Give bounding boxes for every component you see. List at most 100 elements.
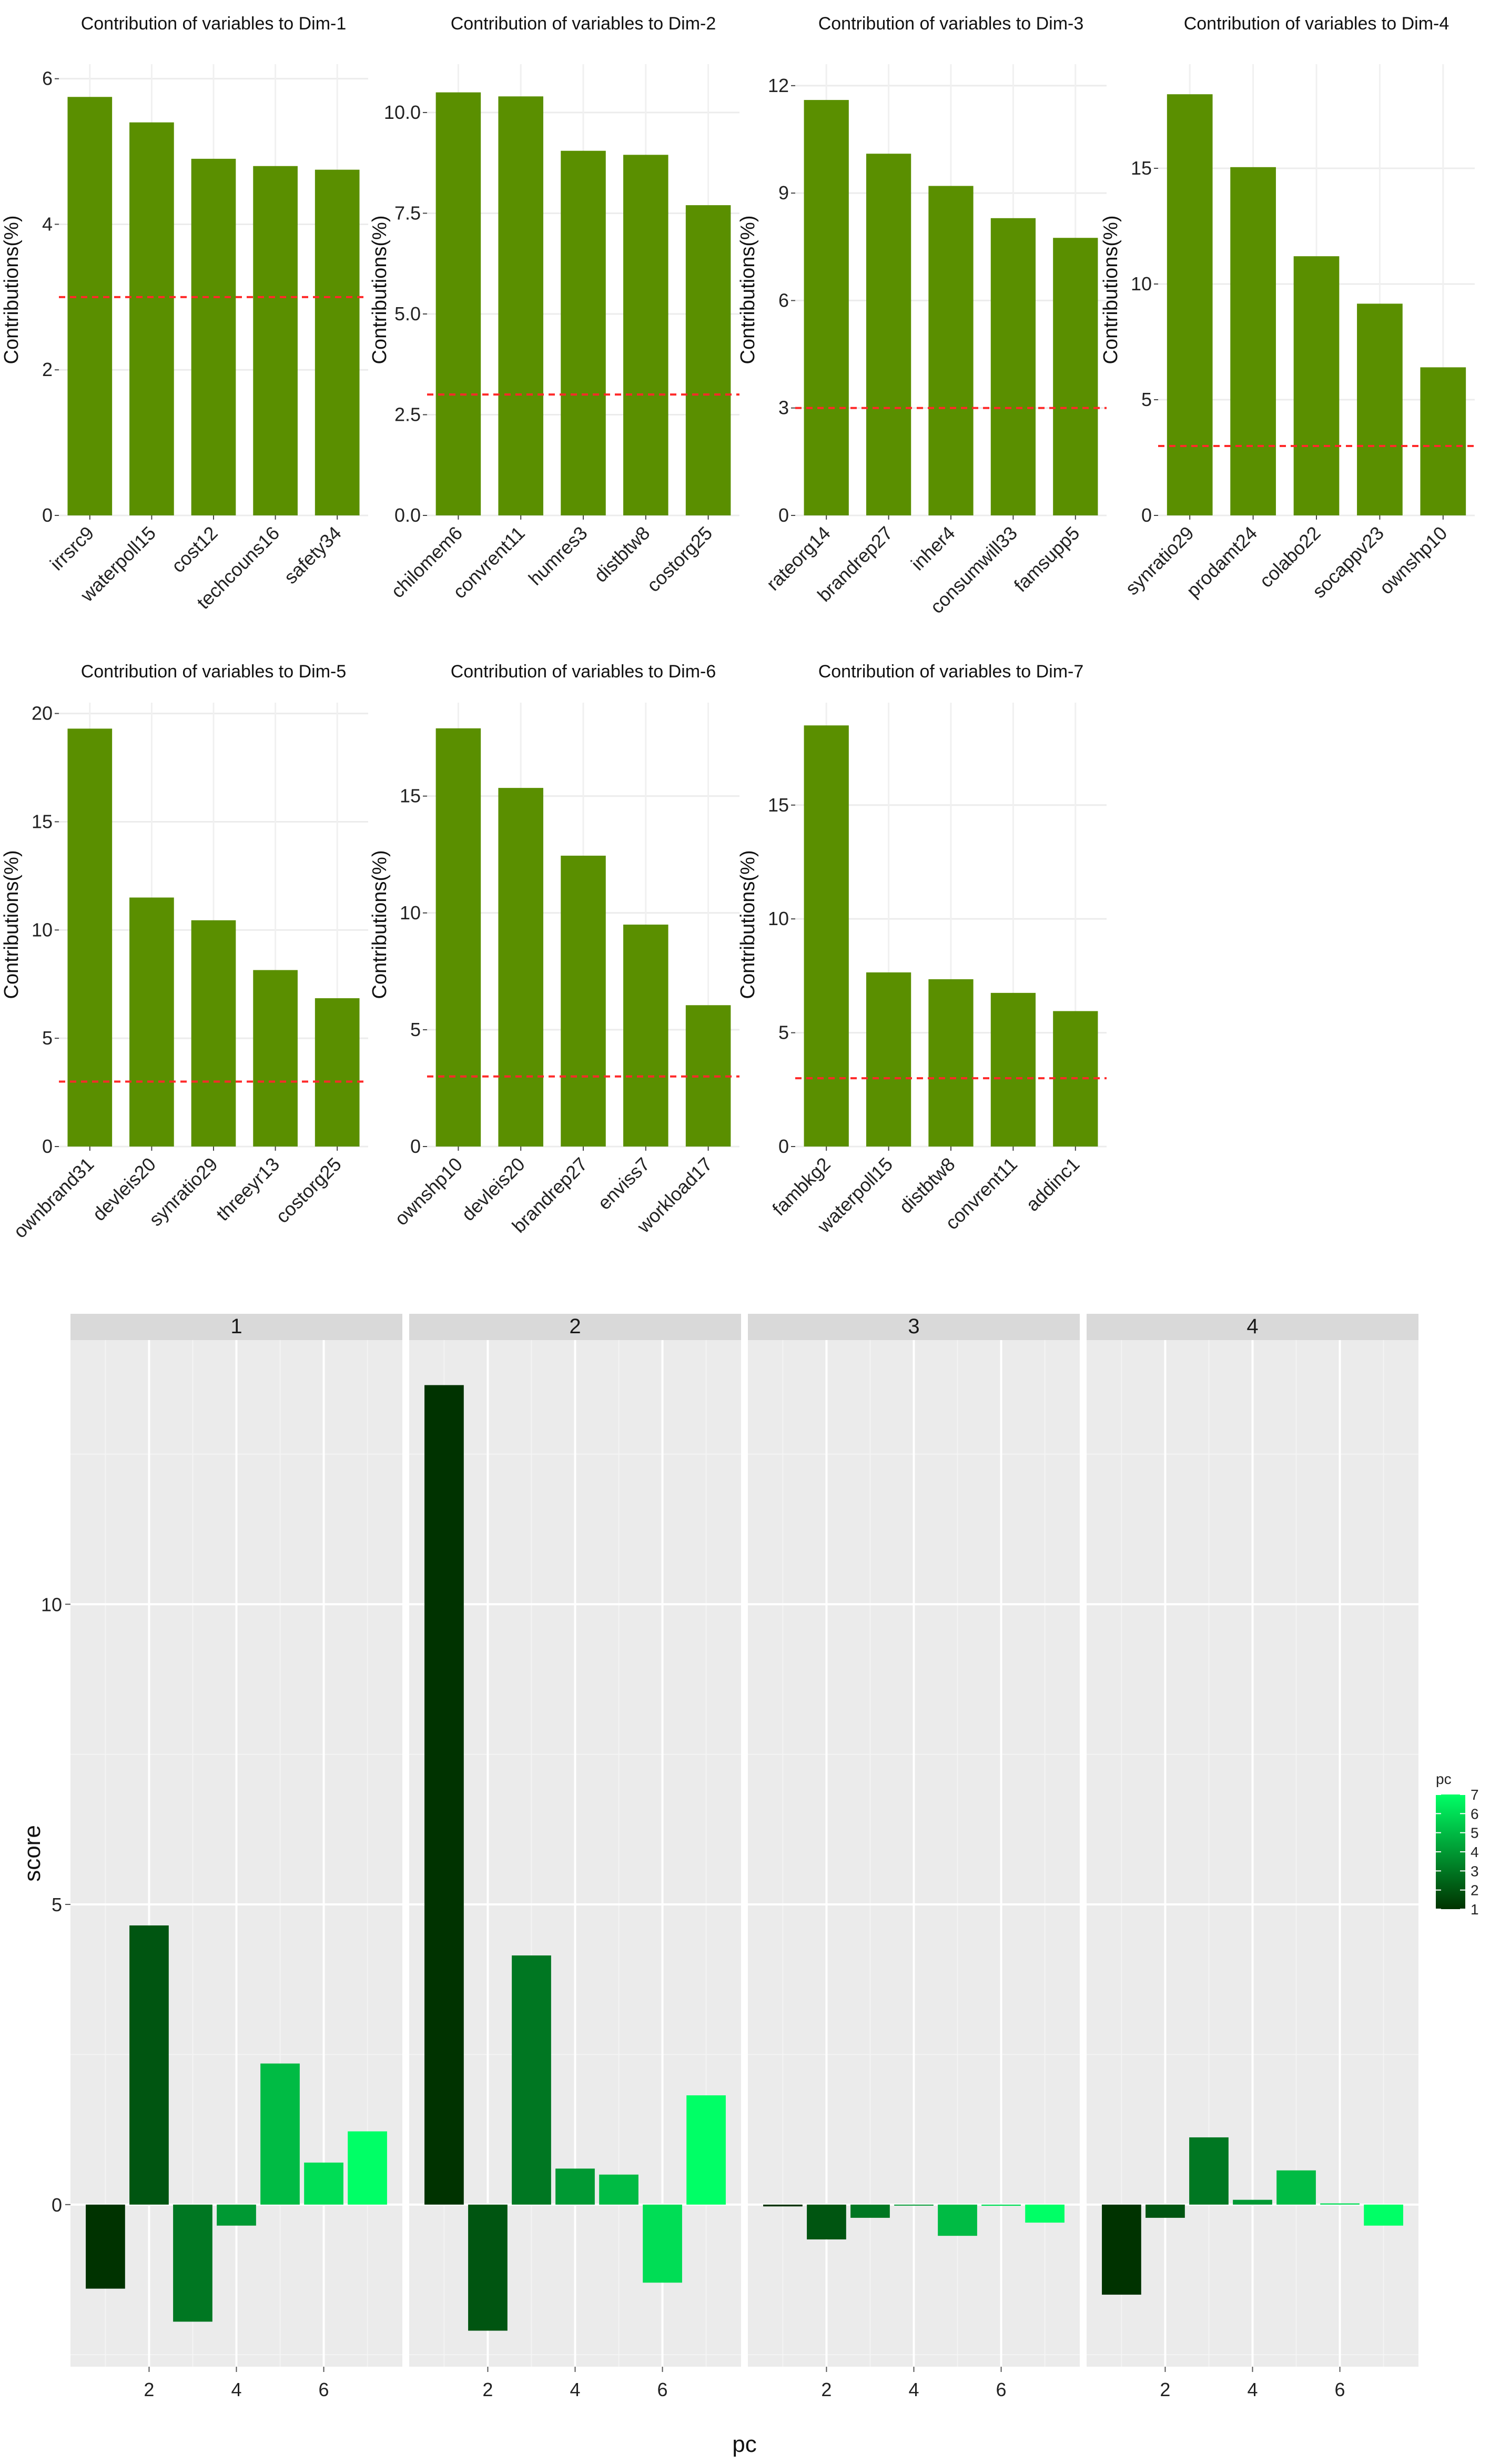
y-tick-label: 5 (52, 1894, 62, 1915)
facet-strip (1087, 1314, 1418, 1340)
bar-ownshp10 (435, 728, 481, 1147)
chart-title: Contribution of variables to Dim-2 (451, 14, 716, 34)
x-axis-title: pc (732, 2431, 756, 2457)
y-tick-label: 6 (42, 68, 53, 89)
bar-synratio29 (1167, 94, 1213, 515)
legend-tick-label: 2 (1471, 1882, 1479, 1899)
score-bar-pc-4 (555, 2168, 595, 2205)
x-tick-label: humres3 (524, 522, 592, 590)
x-tick-label: addinc1 (1021, 1153, 1083, 1215)
score-bar-pc-2 (807, 2204, 846, 2239)
bar-prodamt24 (1230, 167, 1276, 515)
x-tick-label: 6 (319, 2379, 329, 2400)
x-tick-label: ownshp10 (390, 1153, 467, 1230)
y-tick-label: 5.0 (394, 303, 421, 325)
y-tick-label: 10 (400, 902, 421, 924)
x-tick-label: 6 (1335, 2379, 1345, 2400)
bar-rateorg14 (804, 100, 849, 516)
contrib-chart-dim-3: Contribution of variables to Dim-3 0 3 6 9 12… (737, 14, 1107, 617)
contrib-chart-dim-5: Contribution of variables to Dim-5 0 5 10 15… (1, 662, 368, 1242)
bar-convrent11 (990, 992, 1036, 1147)
score-bar-pc-6 (643, 2204, 682, 2283)
score-bar-pc-1 (424, 1385, 464, 2205)
y-tick-label: 0 (52, 2194, 62, 2216)
legend-tick-label: 4 (1471, 1844, 1479, 1860)
x-tick-label: ownbrand31 (9, 1153, 98, 1242)
y-tick-label: 10 (768, 908, 789, 929)
score-bar-pc-4 (894, 2204, 934, 2206)
bar-waterpoll15 (866, 972, 911, 1147)
legend-tick-label: 1 (1471, 1901, 1479, 1918)
x-tick-label: distbtw8 (895, 1153, 959, 1218)
y-axis-label: Contributions(%) (737, 216, 759, 364)
x-tick-label: threeyr13 (212, 1153, 284, 1225)
score-bar-pc-2 (468, 2204, 508, 2331)
bar-distbtw8 (928, 979, 974, 1147)
legend-tick-label: 3 (1471, 1863, 1479, 1879)
bar-consumwill33 (990, 218, 1036, 515)
y-tick-label: 10 (32, 919, 53, 940)
x-tick-label: 4 (1247, 2379, 1258, 2400)
y-tick-label: 0 (42, 504, 53, 526)
x-tick-label: 2 (1160, 2379, 1170, 2400)
y-tick-label: 2 (42, 359, 53, 380)
legend-tick-label: 6 (1471, 1806, 1479, 1822)
facet-strip-label: 2 (569, 1315, 581, 1338)
y-tick-label: 10 (41, 1594, 62, 1615)
score-bar-pc-7 (1025, 2204, 1065, 2223)
x-tick-label: 2 (821, 2379, 832, 2400)
bar-waterpoll15 (129, 122, 174, 516)
y-tick-label: 0 (1141, 504, 1152, 526)
x-tick-label: 2 (482, 2379, 493, 2400)
score-bar-pc-5 (1276, 2170, 1316, 2205)
x-tick-label: distbtw8 (590, 522, 654, 586)
score-bar-pc-3 (173, 2204, 212, 2322)
bar-devleis20 (129, 897, 174, 1147)
score-bar-pc-5 (599, 2174, 638, 2205)
facet-strip-label: 1 (230, 1315, 242, 1338)
x-tick-label: costorg25 (271, 1153, 346, 1228)
legend: pc 1 2 3 4 5 6 7 (1436, 1771, 1479, 1918)
score-bar-pc-3 (850, 2204, 890, 2218)
contrib-chart-dim-1: Contribution of variables to Dim-1 0 2 4 6 Co… (1, 14, 368, 613)
bar-cost12 (191, 158, 236, 516)
bar-ownshp10 (1420, 367, 1466, 515)
faceted-score-chart: 1 2 4 6 2 2 4 6 3 2 4 6 4 2 4 6 0 5 10 score pc pc 1 2 3 4 5 6 7 (19, 1314, 1479, 2457)
contrib-chart-dim-4: Contribution of variables to Dim-4 0 5 10 15… (1100, 14, 1475, 602)
facet-panel-4: 4 2 4 6 (1087, 1314, 1418, 2400)
y-tick-label: 4 (42, 213, 53, 235)
score-bar-pc-2 (1146, 2204, 1185, 2218)
bar-ownbrand31 (67, 728, 113, 1147)
legend-tick-label: 7 (1471, 1787, 1479, 1803)
chart-title: Contribution of variables to Dim-6 (451, 662, 716, 682)
facet-panel-3: 3 2 4 6 (748, 1314, 1080, 2400)
bar-threeyr13 (253, 970, 298, 1147)
x-tick-label: 6 (996, 2379, 1007, 2400)
y-axis-label: Contributions(%) (369, 850, 391, 999)
facet-strip-label: 4 (1246, 1315, 1258, 1338)
x-tick-label: 4 (908, 2379, 919, 2400)
chart-title: Contribution of variables to Dim-1 (81, 14, 347, 34)
y-tick-label: 10.0 (384, 102, 421, 123)
score-bar-pc-5 (260, 2063, 300, 2205)
x-tick-label: 6 (657, 2379, 668, 2400)
facet-panel-1: 1 2 4 6 (70, 1314, 402, 2400)
y-tick-label: 10 (1131, 273, 1152, 295)
bar-distbtw8 (623, 155, 668, 515)
y-tick-label: 0 (410, 1135, 421, 1157)
y-tick-label: 9 (778, 182, 789, 204)
y-tick-label: 15 (400, 785, 421, 807)
chart-title: Contribution of variables to Dim-5 (81, 662, 347, 682)
bar-costorg25 (685, 205, 731, 515)
bar-humres3 (561, 150, 606, 516)
x-tick-label: inher4 (907, 522, 959, 575)
x-tick-label: 4 (570, 2379, 580, 2400)
score-bar-pc-1 (1102, 2204, 1141, 2295)
legend-title: pc (1436, 1771, 1452, 1787)
facet-panel-2: 2 2 4 6 (409, 1314, 741, 2400)
bar-chilomem6 (435, 92, 481, 515)
x-tick-label: irrsrc9 (46, 522, 98, 575)
bar-brandrep27 (866, 154, 911, 515)
chart-title: Contribution of variables to Dim-4 (1184, 14, 1450, 34)
